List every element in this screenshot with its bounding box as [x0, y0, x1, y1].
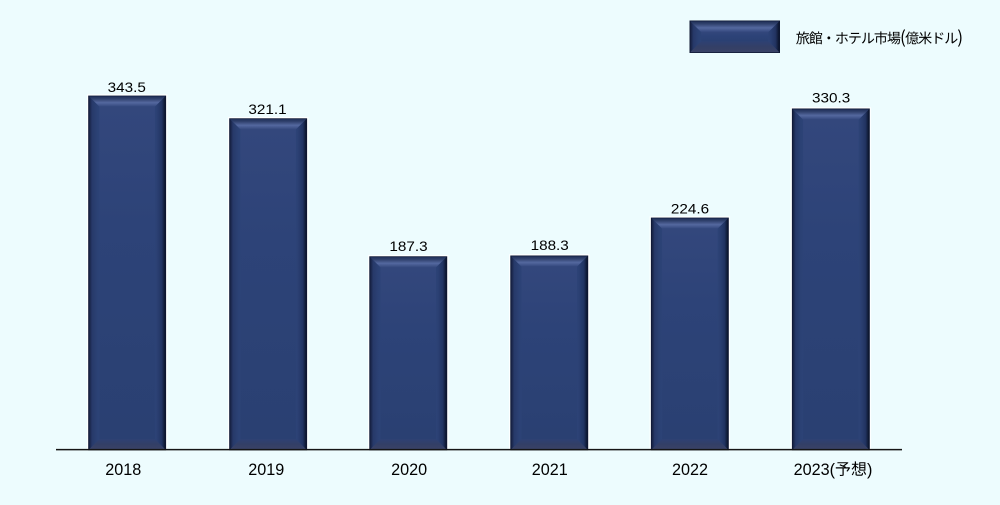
- svg-text:188.3: 188.3: [531, 238, 569, 254]
- svg-text:224.6: 224.6: [671, 201, 709, 217]
- svg-text:2019: 2019: [248, 461, 284, 479]
- svg-text:2020: 2020: [391, 461, 427, 479]
- svg-text:2022: 2022: [672, 461, 708, 479]
- svg-text:2018: 2018: [105, 461, 141, 479]
- svg-text:): ): [867, 461, 872, 479]
- svg-text:321.1: 321.1: [248, 102, 286, 118]
- svg-text:343.5: 343.5: [108, 80, 146, 96]
- svg-text:330.3: 330.3: [812, 90, 850, 106]
- svg-text:187.3: 187.3: [389, 239, 427, 255]
- svg-text:2021: 2021: [532, 461, 568, 479]
- svg-text:2023(: 2023(: [794, 461, 836, 479]
